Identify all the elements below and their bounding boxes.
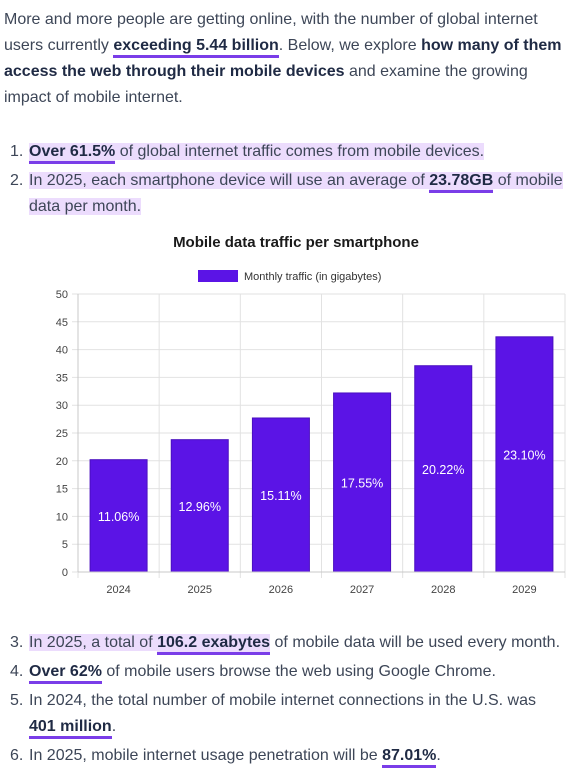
y-tick-label: 50: [56, 289, 68, 301]
y-tick-label: 0: [62, 567, 68, 579]
bar-data-label: 12.96%: [179, 500, 221, 514]
bar: [89, 459, 148, 573]
y-tick-label: 35: [56, 372, 68, 384]
intro-text-2: . Below, we explore: [278, 37, 422, 54]
bar-data-label: 17.55%: [341, 476, 383, 490]
bar-data-label: 23.10%: [503, 448, 545, 462]
fact-text: In 2025, a total of: [29, 634, 158, 651]
fact-number: 1.: [10, 143, 24, 160]
fact-text: of mobile users browse the web using Goo…: [101, 663, 496, 680]
y-tick-label: 10: [56, 511, 68, 523]
fact-text: of mobile data will be used every month.: [270, 634, 561, 651]
fact-item: 1. Over 61.5% of global internet traffic …: [0, 139, 566, 165]
bar-data-label: 11.06%: [98, 510, 139, 524]
fact-text: In 2025, mobile internet usage penetrati…: [29, 747, 383, 764]
bar: [170, 439, 229, 573]
fact-text: In 2024, the total number of mobile inte…: [29, 692, 536, 709]
fact-item: 5. In 2024, the total number of mobile in…: [0, 688, 566, 740]
x-tick-label: 2028: [431, 584, 455, 596]
x-tick-label: 2027: [350, 584, 374, 596]
bar-data-label: 20.22%: [422, 463, 464, 477]
intro-highlight-users: exceeding 5.44 billion: [113, 37, 279, 58]
y-tick-label: 40: [56, 345, 68, 357]
chart-legend: Monthly traffic (in gigabytes): [198, 270, 381, 283]
y-tick-label: 5: [62, 539, 68, 551]
fact-number: 3.: [10, 634, 24, 651]
y-tick-label: 45: [56, 317, 68, 329]
facts-list-top: 1. Over 61.5% of global internet traffic …: [0, 139, 566, 223]
intro-text-1: More and more people are getting online,…: [4, 11, 538, 54]
fact-number: 6.: [10, 747, 24, 764]
fact-item: 4. Over 62% of mobile users browse the we…: [0, 659, 566, 685]
y-tick-label: 20: [56, 456, 68, 468]
x-tick-label: 2025: [188, 584, 212, 596]
y-tick-label: 30: [56, 400, 68, 412]
x-tick-label: 2029: [512, 584, 536, 596]
intro-paragraph: More and more people are getting online,…: [4, 7, 564, 111]
intro-highlight-mobile: how many of them access the web through …: [4, 37, 562, 80]
bar: [414, 365, 473, 573]
bar: [251, 417, 310, 573]
fact-text: In 2025, each smartphone device will use…: [29, 172, 430, 189]
fact-number: 5.: [10, 692, 24, 709]
y-tick-label: 25: [56, 428, 68, 440]
fact-stat: 87.01%: [382, 747, 437, 768]
y-tick-label: 15: [56, 484, 68, 496]
fact-stat: 401 million: [29, 718, 112, 739]
bar: [495, 336, 554, 573]
fact-text: .: [436, 747, 441, 764]
fact-text: of global internet traffic comes from mo…: [115, 143, 485, 160]
fact-number: 4.: [10, 663, 24, 680]
fact-text: .: [111, 718, 117, 735]
mobile-traffic-chart: Mobile data traffic per smartphone Month…: [56, 234, 566, 596]
y-axis: 0 5 10 15 20 25 30 35 40 45 50: [56, 289, 79, 579]
bar: [333, 392, 392, 573]
x-tick-label: 2026: [269, 584, 293, 596]
bar-data-label: 15.11%: [260, 489, 301, 503]
chart-title: Mobile data traffic per smartphone: [173, 234, 419, 251]
fact-stat: Over 62%: [29, 663, 102, 684]
fact-number: 2.: [10, 172, 24, 189]
facts-list-bottom: 3. In 2025, a total of 106.2 exabytes of …: [0, 630, 566, 772]
legend-swatch: [198, 270, 238, 282]
x-axis: 2024 2025 2026 2027 2028 2029: [78, 571, 565, 596]
chart-bars: 11.06% 12.96% 15.11% 17.55% 20.22% 23.10%: [89, 336, 554, 573]
intro-text-3: and examine the growing impact of mobile…: [4, 63, 528, 106]
fact-stat: Over 61.5%: [29, 143, 116, 164]
x-tick-label: 2024: [106, 584, 130, 596]
legend-label: Monthly traffic (in gigabytes): [244, 271, 381, 283]
fact-stat: 23.78GB: [429, 172, 494, 193]
fact-item: 3. In 2025, a total of 106.2 exabytes of …: [0, 630, 566, 656]
fact-item: 6. In 2025, mobile internet usage penetra…: [0, 743, 566, 769]
fact-stat: 106.2 exabytes: [157, 634, 271, 655]
fact-item: 2. In 2025, each smartphone device will u…: [0, 168, 566, 220]
